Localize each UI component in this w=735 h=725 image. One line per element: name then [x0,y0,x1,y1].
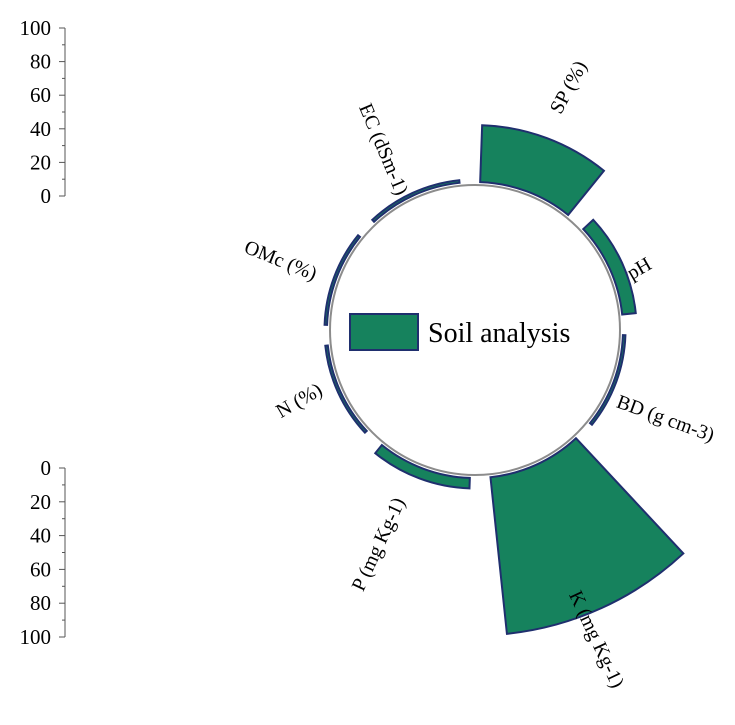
tick-label: 0 [41,184,52,208]
tick-label: 0 [41,456,52,480]
tick-label: 40 [30,524,51,548]
axis-bottom: 0 20 40 60 80 100 [20,456,66,649]
category-label: P (mg Kg-1) [348,494,410,594]
category-label: SP (%) [546,57,592,117]
bar-p [373,443,471,490]
bar-sp [479,124,606,217]
bars-group [323,124,685,635]
tick-label: 100 [20,16,52,40]
bar-bd [588,334,627,427]
legend: Soil analysis [349,313,570,351]
tick-label: 80 [30,591,51,615]
tick-label: 60 [30,83,51,107]
baseline-circle [329,184,621,476]
bar-ec [370,179,461,224]
legend-label: Soil analysis [428,318,570,349]
category-label: BD (g cm-3) [614,391,718,447]
category-label: EC (dSm-1) [354,100,412,198]
bar-k [489,436,685,635]
bar-omc [323,233,362,326]
tick-label: 80 [30,50,51,74]
legend-swatch [349,313,419,351]
category-label: N (%) [272,379,326,423]
bar-ph [581,218,637,316]
tick-label: 20 [30,150,51,174]
tick-label: 60 [30,557,51,581]
bar-n [324,344,369,435]
axis-top: 100 80 60 40 20 0 [20,16,66,208]
tick-label: 20 [30,490,51,514]
category-label: OMc (%) [241,236,320,285]
tick-label: 40 [30,117,51,141]
tick-label: 100 [20,625,52,649]
